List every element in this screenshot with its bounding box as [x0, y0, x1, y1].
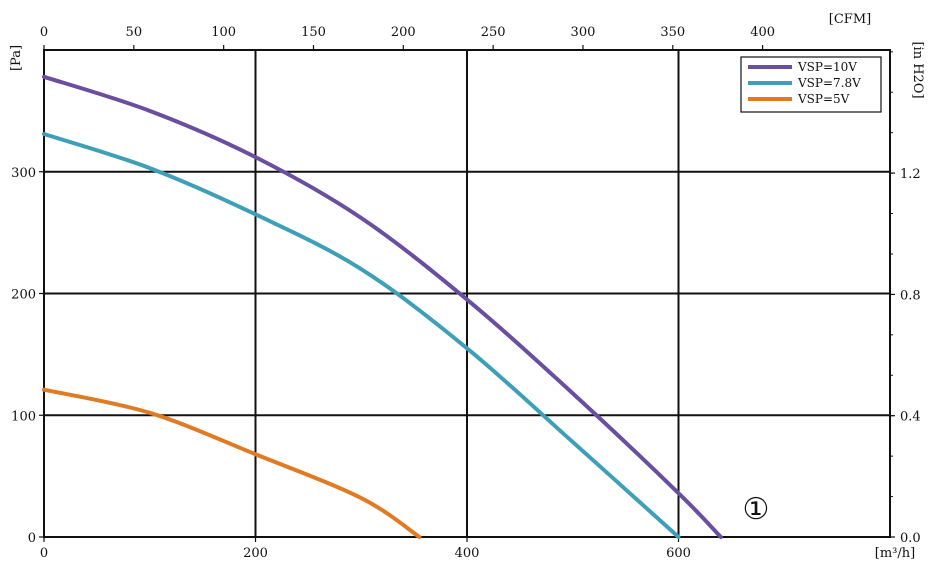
top-axis-ticks: 0 50 100 150 200 250 300 350 400 [40, 25, 775, 50]
top-tick-label: 200 [391, 25, 416, 40]
top-axis-unit: [CFM] [829, 12, 871, 27]
right-tick-label: 0.4 [900, 410, 921, 425]
legend-label: VSP=10V [797, 60, 857, 74]
right-axis-unit: [in H2O] [910, 41, 925, 98]
top-tick-label: 300 [571, 25, 596, 40]
left-axis-ticks: 0 100 200 300 [11, 166, 44, 546]
series-line-vsp-7-8v [42, 132, 681, 539]
bottom-tick-label: 400 [455, 546, 480, 561]
left-tick-label: 0 [28, 531, 36, 546]
left-tick-label: 200 [11, 288, 36, 303]
gridlines [44, 50, 890, 537]
bottom-axis-ticks: 0 200 400 600 [40, 537, 691, 561]
legend: VSP=10V VSP=7.8V VSP=5V [740, 56, 882, 113]
top-tick-label: 350 [660, 25, 685, 40]
top-tick-label: 0 [40, 25, 48, 40]
left-axis-unit: [Pa] [9, 45, 24, 71]
curve-marker-annotation: ① [743, 492, 770, 527]
bottom-tick-label: 200 [243, 546, 268, 561]
right-tick-label: 0.0 [900, 531, 921, 546]
bottom-tick-label: 600 [666, 546, 691, 561]
series-line-vsp-10v [42, 74, 723, 539]
right-tick-label: 1.2 [900, 167, 921, 182]
bottom-tick-label: 0 [40, 546, 48, 561]
left-tick-label: 100 [11, 409, 36, 424]
right-tick-label: 0.8 [900, 288, 921, 303]
left-tick-label: 300 [11, 166, 36, 181]
series-lines [42, 74, 723, 539]
top-tick-label: 150 [301, 25, 326, 40]
top-tick-label: 400 [750, 25, 775, 40]
legend-label: VSP=5V [797, 92, 850, 106]
legend-label: VSP=7.8V [797, 76, 861, 90]
top-tick-label: 250 [481, 25, 506, 40]
series-line-vsp-5v [42, 387, 422, 539]
top-tick-label: 50 [126, 25, 143, 40]
top-tick-label: 100 [211, 25, 236, 40]
bottom-axis-unit: [m³/h] [875, 546, 915, 561]
right-axis-ticks: 0.0 0.4 0.8 1.2 [890, 51, 921, 546]
